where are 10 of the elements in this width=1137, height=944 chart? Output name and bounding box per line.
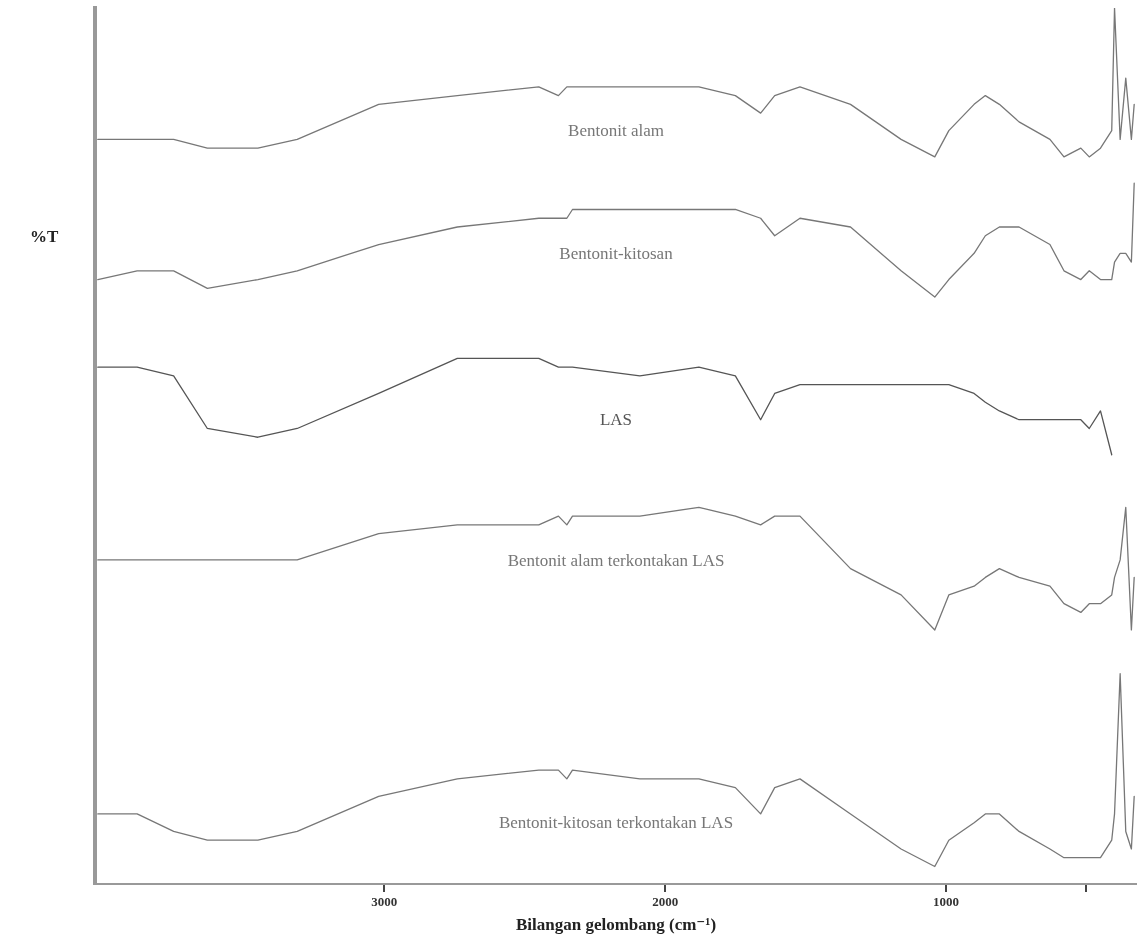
x-tick-label: 1000 bbox=[933, 894, 960, 910]
x-tick-label: 3000 bbox=[371, 894, 398, 910]
text: LAS bbox=[599, 410, 633, 430]
series-label: Bentonit alam bbox=[568, 121, 664, 141]
series-label: Bentonit-kitosan bbox=[559, 243, 674, 263]
y-axis-title: %T bbox=[30, 227, 59, 247]
x-axis-title: Bilangan gelombang (cm⁻¹) bbox=[515, 915, 717, 935]
series-label: Bentonit-kitosan terkontakan LAS bbox=[498, 813, 734, 833]
series-label: Bentonit alam terkontakan LAS bbox=[507, 550, 725, 570]
x-tick-label: 2000 bbox=[652, 894, 679, 910]
